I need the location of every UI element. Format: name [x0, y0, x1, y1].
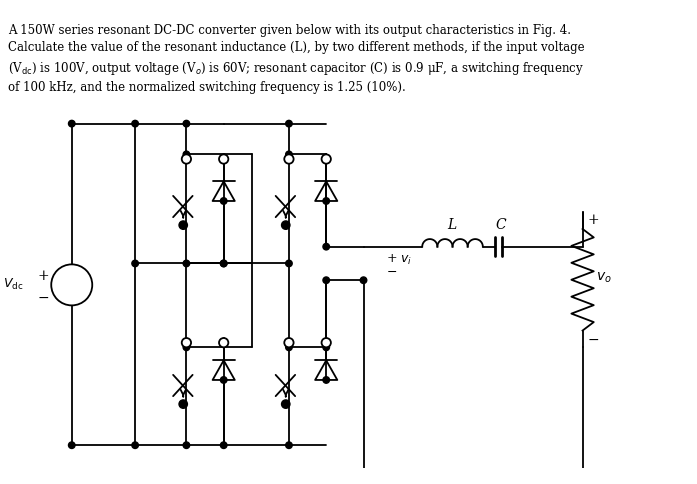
Circle shape [321, 154, 331, 164]
Circle shape [284, 154, 293, 164]
Circle shape [182, 154, 191, 164]
Circle shape [286, 121, 292, 127]
Circle shape [220, 198, 227, 204]
Circle shape [323, 377, 330, 383]
Circle shape [286, 442, 292, 449]
Circle shape [183, 344, 190, 350]
Circle shape [323, 277, 330, 284]
Circle shape [179, 221, 187, 229]
Text: +: + [38, 269, 49, 283]
Circle shape [220, 442, 227, 449]
Text: $V_{\rm dc}$: $V_{\rm dc}$ [3, 277, 23, 292]
Circle shape [220, 260, 227, 267]
Circle shape [219, 338, 229, 348]
Text: A 150W series resonant DC-DC converter given below with its output characteristi: A 150W series resonant DC-DC converter g… [8, 24, 585, 94]
Circle shape [323, 344, 330, 350]
Circle shape [323, 243, 330, 250]
Circle shape [323, 198, 330, 204]
Circle shape [219, 154, 229, 164]
Circle shape [68, 442, 75, 449]
Circle shape [183, 121, 190, 127]
Circle shape [286, 151, 292, 158]
Circle shape [68, 121, 75, 127]
Circle shape [183, 151, 190, 158]
Text: +: + [387, 252, 398, 265]
Text: −: − [387, 266, 398, 279]
Circle shape [182, 338, 191, 348]
Circle shape [286, 344, 292, 350]
Text: C: C [496, 218, 506, 232]
Circle shape [321, 338, 331, 348]
Text: $v_i$: $v_i$ [400, 254, 412, 267]
Circle shape [132, 442, 139, 449]
Circle shape [52, 264, 92, 305]
Text: L: L [447, 218, 457, 232]
Circle shape [183, 442, 190, 449]
Text: −: − [588, 333, 599, 347]
Text: $v_o$: $v_o$ [596, 270, 611, 285]
Circle shape [282, 221, 290, 229]
Circle shape [360, 277, 367, 284]
Circle shape [183, 260, 190, 267]
Circle shape [220, 377, 227, 383]
Circle shape [179, 400, 187, 408]
Circle shape [132, 260, 139, 267]
Text: −: − [38, 291, 49, 305]
Text: +: + [588, 212, 599, 227]
Circle shape [286, 260, 292, 267]
Circle shape [282, 400, 290, 408]
Circle shape [220, 260, 227, 267]
Circle shape [284, 338, 293, 348]
Circle shape [132, 121, 139, 127]
